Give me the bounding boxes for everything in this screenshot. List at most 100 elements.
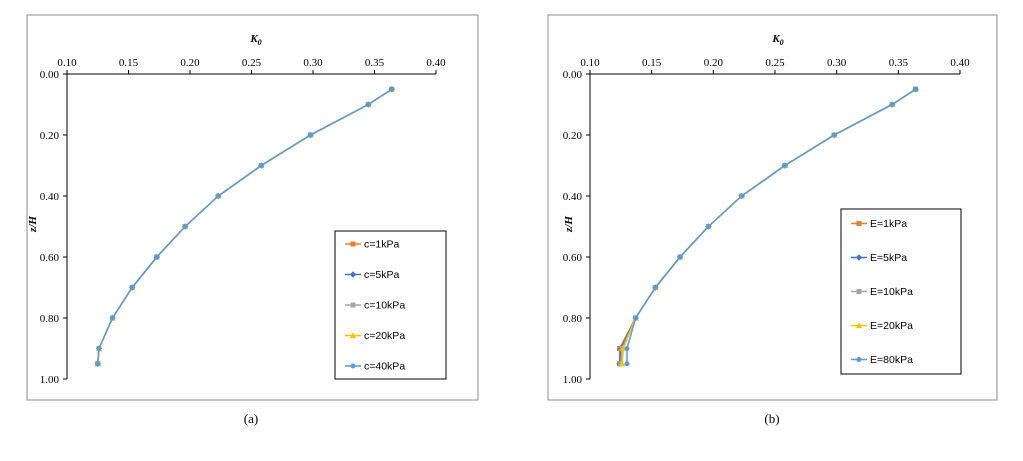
chart-a-x-tick-label: 0.25	[242, 57, 262, 69]
chart-a-legend: c=1kPa c=5kPa c=10kPa c=20kPa c=40kPa	[334, 230, 447, 380]
chart-b-legend-item: E=80kPa	[851, 354, 913, 366]
chart-b-data-point	[705, 224, 711, 229]
chart-b-legend-label: E=80kPa	[870, 354, 913, 366]
chart-b-legend-item: E=1kPa	[851, 218, 907, 230]
chart-b-legend-item: E=20kPa	[851, 320, 913, 332]
chart-b-legend-label: E=1kPa	[870, 218, 907, 230]
chart-b-x-tick-label: 0.40	[950, 57, 970, 69]
chart-b-legend-marker	[856, 357, 862, 362]
chart-a-data-point	[389, 86, 395, 92]
chart-b-x-tick-label: 0.20	[704, 57, 724, 69]
chart-b-legend-label: E=20kPa	[870, 320, 913, 332]
chart-a-data-point	[95, 361, 101, 367]
chart-b-data-point	[652, 285, 658, 290]
chart-b-legend-marker	[855, 322, 863, 329]
chart-a-data-point	[308, 132, 314, 138]
chart-a-series	[94, 86, 395, 367]
chart-b-data-point	[618, 360, 626, 367]
chart-b-y-tick-label: 0.60	[563, 252, 583, 264]
chart-b-data-point	[913, 86, 919, 92]
chart-a-x-tick-label: 0.20	[180, 57, 200, 69]
chart-a-legend-marker	[349, 332, 357, 339]
chart-a-legend-marker	[350, 363, 356, 369]
chart-b-y-tick-label: 0.00	[563, 69, 583, 81]
chart-b-data-point	[889, 102, 895, 107]
chart-a-legend-label: c=5kPa	[364, 269, 399, 281]
chart-a-legend-item: c=20kPa	[345, 330, 405, 342]
chart-a-data-point	[110, 315, 116, 321]
chart-a-legend-label: c=20kPa	[364, 330, 405, 342]
chart-b-legend-item: E=10kPa	[851, 286, 913, 298]
chart-a-data-point	[96, 346, 102, 351]
chart-b-legend-marker	[856, 221, 862, 226]
chart-b-data-point	[739, 193, 745, 199]
chart-a-data-point	[129, 285, 135, 290]
chart-a-x-title-main: K	[249, 33, 258, 45]
chart-b-x-tick-label: 0.25	[765, 57, 785, 69]
chart-a-x-axis-title: K0	[249, 33, 261, 47]
chart-b-y-axis-title: z/H	[563, 216, 575, 233]
chart-a-data-point	[182, 224, 188, 229]
chart-a-legend-item: c=1kPa	[345, 239, 399, 251]
chart-b-legend-label: E=10kPa	[870, 286, 913, 298]
chart-b-y-tick-label: 0.40	[563, 191, 583, 203]
chart-b-series	[616, 86, 919, 367]
chart-b-data-point	[624, 361, 630, 367]
chart-b-x-tick-label: 0.10	[580, 57, 600, 69]
chart-a-legend-item: c=40kPa	[345, 361, 405, 373]
chart-a-axes: 0.10 0.15 0.20 0.25 0.30 0.35 0.40 0.00 0.20 0.40…	[40, 57, 446, 386]
chart-b-legend-marker	[855, 254, 863, 261]
chart-a-data-point	[215, 193, 221, 199]
chart-a-data-point	[365, 102, 371, 107]
chart-b-y-tick-label: 1.00	[563, 374, 583, 386]
chart-a-y-tick-label: 1.00	[40, 374, 60, 386]
chart-b-data-point	[633, 315, 639, 321]
chart-b-series-4	[624, 86, 919, 367]
chart-a-legend-item: c=10kPa	[345, 300, 405, 312]
chart-a-data-point	[154, 254, 160, 260]
chart-a-legend-label: c=40kPa	[364, 361, 405, 373]
chart-b-y-tick-label: 0.20	[563, 130, 583, 142]
chart-b-x-title-sub: 0	[780, 38, 784, 47]
chart-b-data-point	[782, 163, 788, 168]
chart-b-caption: (b)	[764, 411, 779, 426]
chart-a-x-tick-label: 0.30	[303, 57, 323, 69]
chart-b-data-point	[624, 346, 630, 351]
chart-b-data-point	[677, 254, 683, 260]
chart-b-legend-marker	[856, 289, 862, 294]
chart-a-y-tick-label: 0.60	[40, 252, 60, 264]
chart-a-y-tick-label: 0.20	[40, 130, 60, 142]
chart-b-x-tick-label: 0.35	[889, 57, 909, 69]
chart-a-x-tick-label: 0.15	[119, 57, 139, 69]
chart-b-legend: E=1kPa E=5kPa E=10kPa E=20kPa E=80kPa	[840, 208, 962, 375]
chart-a-x-tick-label: 0.10	[57, 57, 77, 69]
chart-panel-b: K0 z/H 0.10 0.15 0.20 0.25 0.30 0.35 0.400.000…	[547, 14, 998, 426]
chart-b-data-point	[831, 132, 837, 138]
chart-a-y-axis-title: z/H	[27, 216, 39, 233]
chart-a-legend-marker	[350, 241, 356, 247]
chart-b-y-tick-label: 0.80	[563, 313, 583, 325]
chart-a-legend-marker	[350, 302, 356, 308]
chart-b-x-axis-title: K0	[771, 33, 783, 47]
chart-a-x-tick-label: 0.35	[365, 57, 385, 69]
chart-b-x-tick-label: 0.30	[827, 57, 847, 69]
chart-b-legend-label: E=5kPa	[870, 252, 907, 264]
chart-a-legend-item: c=5kPa	[345, 269, 399, 281]
chart-a-caption: (a)	[244, 411, 258, 426]
chart-a-x-title-sub: 0	[258, 38, 262, 47]
chart-b-x-title-main: K	[771, 33, 780, 45]
chart-a-legend-marker	[349, 271, 357, 278]
chart-a-x-tick-label: 0.40	[426, 57, 446, 69]
chart-panel-a: K0 z/H 0.10 0.15 0.20 0.25 0.30 0.35 0.400.000…	[26, 14, 479, 426]
chart-a-series-4	[95, 86, 395, 367]
chart-a-y-tick-label: 0.80	[40, 313, 60, 325]
chart-b-legend-item: E=5kPa	[851, 252, 907, 264]
chart-a-legend-label: c=1kPa	[364, 239, 399, 251]
chart-a-y-tick-label: 0.40	[40, 191, 60, 203]
chart-b-x-tick-label: 0.15	[642, 57, 662, 69]
chart-b-axes: 0.10 0.15 0.20 0.25 0.30 0.35 0.40 0.00 0.20 0.40…	[563, 57, 970, 386]
chart-a-y-tick-label: 0.00	[40, 69, 60, 81]
chart-a-legend-label: c=10kPa	[364, 300, 405, 312]
chart-a-data-point	[258, 163, 264, 168]
